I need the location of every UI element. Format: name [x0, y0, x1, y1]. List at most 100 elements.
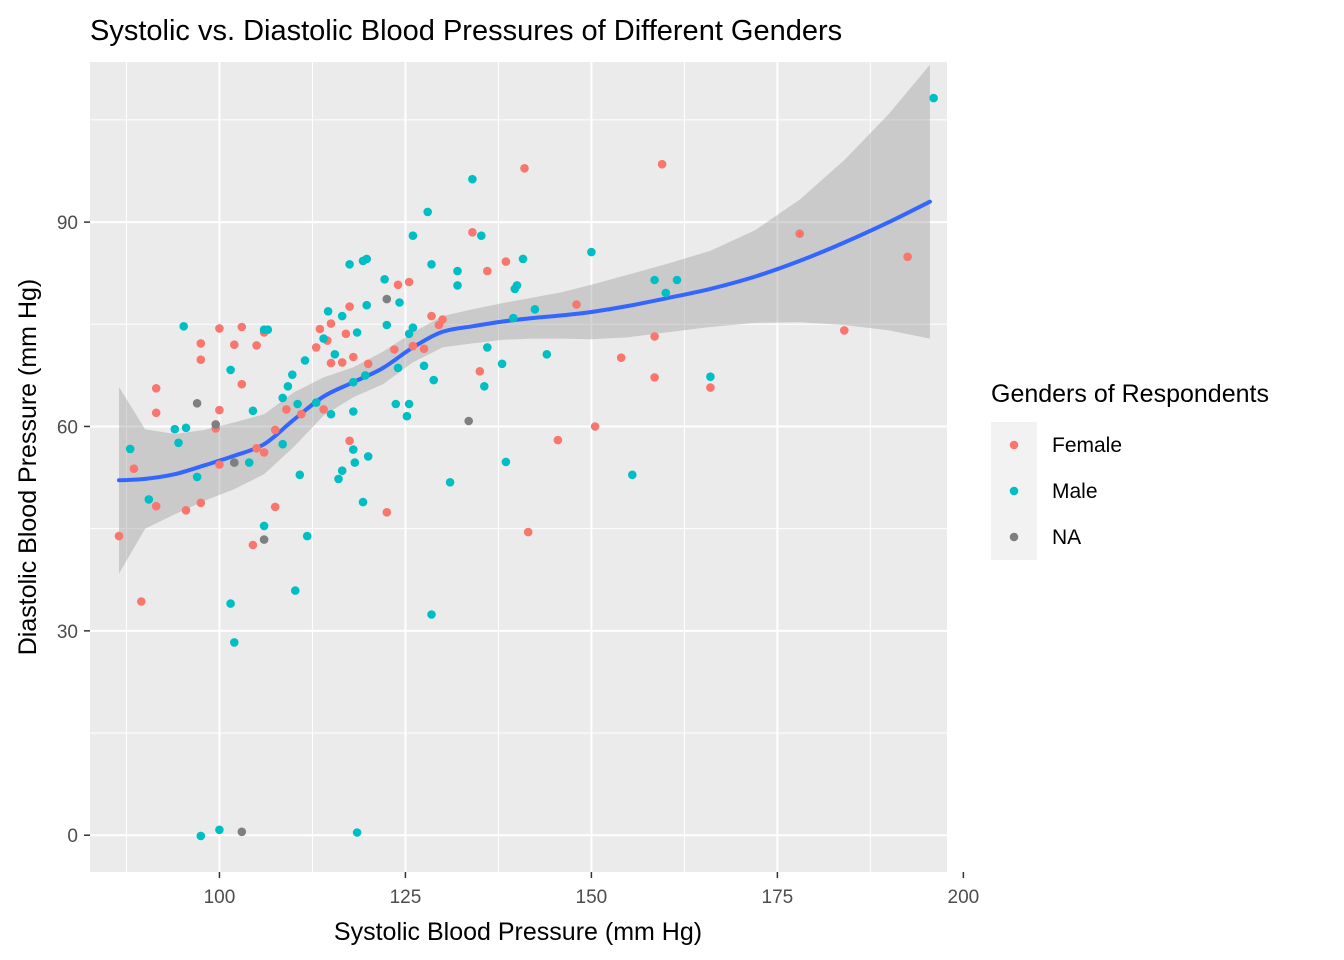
y-tick-label: 0 — [67, 826, 78, 847]
data-point-female — [319, 405, 328, 414]
data-point-female — [341, 329, 351, 339]
data-point-female — [706, 383, 715, 392]
data-point-female — [475, 367, 485, 376]
x-tick-label: 150 — [576, 887, 608, 908]
data-point-male — [337, 311, 347, 321]
data-point-female — [237, 322, 247, 332]
data-point-female — [215, 405, 224, 415]
data-point-na — [230, 458, 239, 467]
data-point-male — [293, 399, 302, 409]
data-point-male — [244, 458, 254, 467]
data-point-female — [650, 373, 659, 382]
data-point-female — [520, 164, 529, 173]
data-point-male — [350, 458, 360, 467]
y-tick-label: 60 — [57, 417, 78, 438]
data-point-male — [352, 328, 362, 337]
data-point-female — [259, 448, 269, 457]
legend-swatch-female — [1009, 440, 1019, 450]
data-point-female — [616, 353, 626, 363]
data-point-male — [278, 393, 288, 403]
data-point-male — [501, 457, 511, 467]
data-point-male — [349, 407, 358, 416]
legend: Genders of Respondents Female Male NA — [991, 380, 1269, 560]
data-point-male — [512, 281, 522, 290]
data-point-female — [237, 379, 247, 389]
data-point-male — [382, 320, 392, 330]
data-point-male — [587, 247, 596, 257]
data-point-female — [215, 460, 224, 469]
data-point-female — [572, 300, 581, 309]
data-point-female — [196, 498, 206, 508]
data-point-female — [390, 345, 399, 354]
data-point-male — [497, 359, 507, 369]
data-point-female — [438, 315, 447, 324]
data-point-male — [215, 825, 224, 835]
x-axis-title: Systolic Blood Pressure (mm Hg) — [334, 918, 702, 946]
data-point-female — [315, 324, 325, 334]
data-point-female — [311, 343, 321, 352]
data-point-male — [226, 365, 235, 375]
data-point-male — [404, 399, 414, 409]
data-point-male — [391, 399, 401, 409]
data-point-male — [300, 356, 310, 365]
data-point-female — [795, 229, 804, 238]
data-point-female — [404, 277, 414, 287]
series-female — [114, 159, 912, 606]
smooth-fit-line — [117, 199, 932, 483]
data-point-male — [929, 93, 938, 103]
data-point-na — [382, 294, 392, 304]
data-points-layer — [114, 93, 938, 841]
chart-title: Systolic vs. Diastolic Blood Pressures o… — [90, 15, 842, 47]
x-axis-ticks: 100 125 150 175 200 — [204, 872, 979, 908]
data-point-male — [192, 472, 202, 482]
y-axis-title: Diastolic Blood Pressure (mm Hg) — [14, 279, 42, 656]
data-point-male — [480, 382, 489, 391]
minor-gridlines — [90, 62, 947, 872]
data-point-male — [230, 638, 239, 647]
data-point-female — [840, 326, 849, 335]
data-point-male — [453, 266, 462, 276]
x-tick-label: 125 — [390, 887, 422, 908]
data-point-female — [252, 444, 261, 453]
legend-label-na: NA — [1052, 526, 1081, 549]
plot-panel — [90, 62, 947, 872]
data-point-male — [361, 371, 370, 380]
data-point-male — [283, 382, 293, 391]
data-point-male — [323, 307, 333, 316]
data-point-male — [427, 260, 436, 269]
data-point-male — [125, 444, 135, 454]
data-point-female — [523, 527, 533, 537]
data-point-female — [151, 408, 161, 418]
data-point-female — [483, 266, 492, 276]
data-point-female — [326, 319, 336, 328]
data-point-male — [395, 298, 404, 307]
data-point-male — [362, 254, 372, 264]
data-point-female — [129, 464, 139, 474]
data-point-female — [196, 355, 206, 365]
data-point-male — [334, 474, 343, 484]
data-point-male — [196, 831, 206, 841]
data-point-male — [358, 497, 368, 507]
data-point-male — [319, 334, 328, 343]
data-point-male — [326, 409, 336, 419]
data-point-male — [393, 363, 403, 373]
legend-swatch-na — [1009, 532, 1019, 542]
data-point-male — [302, 531, 312, 541]
data-point-female — [363, 359, 373, 369]
data-point-male — [288, 370, 297, 380]
data-point-male — [291, 586, 300, 595]
data-point-male — [468, 174, 477, 184]
data-point-female — [282, 405, 291, 414]
data-point-male — [650, 275, 659, 285]
data-point-male — [170, 424, 180, 434]
data-point-male — [661, 288, 671, 298]
legend-title: Genders of Respondents — [991, 380, 1269, 408]
legend-label-male: Male — [1052, 480, 1098, 503]
data-point-female — [151, 384, 161, 393]
data-point-female — [181, 506, 191, 515]
series-na — [192, 294, 474, 837]
data-point-female — [345, 436, 354, 446]
data-point-male — [181, 423, 191, 433]
data-point-male — [477, 231, 486, 240]
data-point-female — [252, 341, 261, 350]
